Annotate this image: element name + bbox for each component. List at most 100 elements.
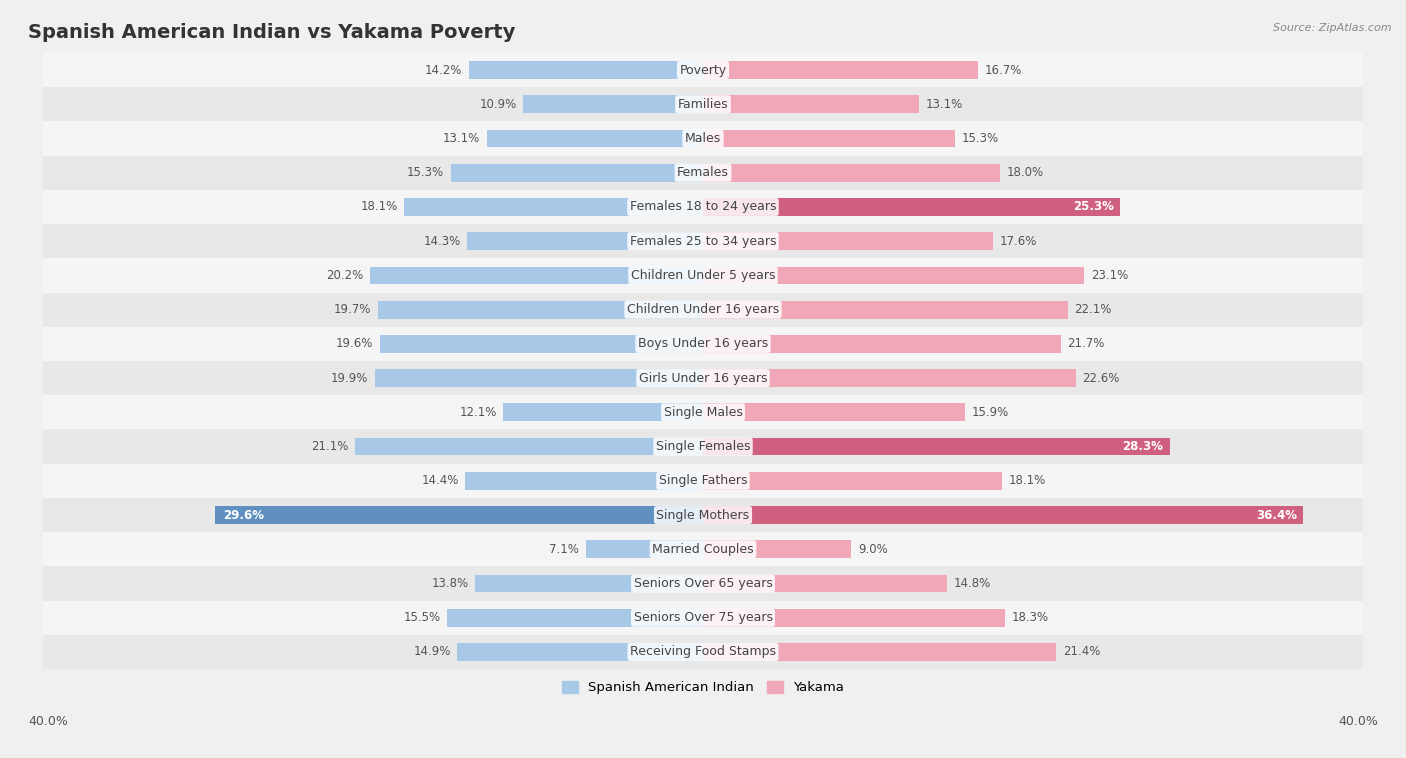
- Text: Poverty: Poverty: [679, 64, 727, 77]
- Bar: [703, 267, 1084, 284]
- Bar: [703, 301, 1067, 318]
- Text: Girls Under 16 years: Girls Under 16 years: [638, 371, 768, 384]
- Bar: [703, 575, 948, 593]
- Bar: [44, 532, 1362, 566]
- Bar: [475, 575, 703, 593]
- Text: 21.1%: 21.1%: [311, 440, 349, 453]
- Text: Boys Under 16 years: Boys Under 16 years: [638, 337, 768, 350]
- Bar: [370, 267, 703, 284]
- Text: Seniors Over 75 years: Seniors Over 75 years: [634, 611, 772, 625]
- Text: 14.3%: 14.3%: [423, 235, 461, 248]
- Text: 18.1%: 18.1%: [1008, 475, 1046, 487]
- Text: Single Males: Single Males: [664, 406, 742, 419]
- Bar: [44, 498, 1362, 532]
- Bar: [44, 258, 1362, 293]
- Text: 40.0%: 40.0%: [28, 715, 67, 728]
- Text: 29.6%: 29.6%: [224, 509, 264, 522]
- Bar: [703, 369, 1076, 387]
- Text: 14.4%: 14.4%: [422, 475, 458, 487]
- Bar: [354, 437, 703, 456]
- Text: Females 25 to 34 years: Females 25 to 34 years: [630, 235, 776, 248]
- Text: Children Under 5 years: Children Under 5 years: [631, 269, 775, 282]
- Text: 19.9%: 19.9%: [330, 371, 368, 384]
- Bar: [215, 506, 703, 524]
- Text: 9.0%: 9.0%: [858, 543, 887, 556]
- Text: 21.4%: 21.4%: [1063, 646, 1099, 659]
- Bar: [44, 190, 1362, 224]
- Text: 22.1%: 22.1%: [1074, 303, 1112, 316]
- Text: Spanish American Indian vs Yakama Poverty: Spanish American Indian vs Yakama Povert…: [28, 23, 516, 42]
- Text: 15.3%: 15.3%: [406, 166, 444, 179]
- Text: 15.5%: 15.5%: [404, 611, 440, 625]
- Text: 10.9%: 10.9%: [479, 98, 516, 111]
- Bar: [486, 130, 703, 147]
- Bar: [703, 61, 979, 79]
- Text: 19.7%: 19.7%: [335, 303, 371, 316]
- Text: 22.6%: 22.6%: [1083, 371, 1119, 384]
- Text: 7.1%: 7.1%: [550, 543, 579, 556]
- Text: Families: Families: [678, 98, 728, 111]
- Bar: [468, 61, 703, 79]
- Text: 14.9%: 14.9%: [413, 646, 450, 659]
- Bar: [44, 327, 1362, 361]
- Bar: [703, 130, 956, 147]
- Text: Single Females: Single Females: [655, 440, 751, 453]
- Bar: [467, 232, 703, 250]
- Bar: [703, 335, 1062, 352]
- Text: Children Under 16 years: Children Under 16 years: [627, 303, 779, 316]
- Text: Females: Females: [678, 166, 728, 179]
- Bar: [378, 301, 703, 318]
- Text: Single Mothers: Single Mothers: [657, 509, 749, 522]
- Text: 36.4%: 36.4%: [1256, 509, 1296, 522]
- Text: 20.2%: 20.2%: [326, 269, 363, 282]
- Bar: [703, 198, 1121, 216]
- Text: 17.6%: 17.6%: [1000, 235, 1038, 248]
- Text: 14.2%: 14.2%: [425, 64, 463, 77]
- Text: 18.3%: 18.3%: [1011, 611, 1049, 625]
- Text: 23.1%: 23.1%: [1091, 269, 1128, 282]
- Bar: [703, 232, 994, 250]
- Text: 16.7%: 16.7%: [986, 64, 1022, 77]
- Bar: [703, 540, 852, 558]
- Bar: [586, 540, 703, 558]
- Text: 18.1%: 18.1%: [360, 200, 398, 214]
- Bar: [503, 403, 703, 421]
- Text: Single Fathers: Single Fathers: [659, 475, 747, 487]
- Text: Receiving Food Stamps: Receiving Food Stamps: [630, 646, 776, 659]
- Bar: [44, 600, 1362, 635]
- Text: Married Couples: Married Couples: [652, 543, 754, 556]
- Bar: [405, 198, 703, 216]
- Text: 15.9%: 15.9%: [972, 406, 1010, 419]
- Text: 14.8%: 14.8%: [953, 577, 991, 590]
- Text: Source: ZipAtlas.com: Source: ZipAtlas.com: [1274, 23, 1392, 33]
- Bar: [380, 335, 703, 352]
- Bar: [44, 566, 1362, 600]
- Bar: [703, 609, 1005, 627]
- Text: 28.3%: 28.3%: [1122, 440, 1163, 453]
- Text: 15.3%: 15.3%: [962, 132, 1000, 145]
- Bar: [457, 643, 703, 661]
- Bar: [44, 155, 1362, 190]
- Bar: [703, 403, 966, 421]
- Bar: [44, 395, 1362, 430]
- Bar: [703, 96, 920, 113]
- Text: 19.6%: 19.6%: [336, 337, 373, 350]
- Bar: [465, 472, 703, 490]
- Text: Males: Males: [685, 132, 721, 145]
- Text: 25.3%: 25.3%: [1073, 200, 1114, 214]
- Bar: [447, 609, 703, 627]
- Bar: [703, 472, 1001, 490]
- Text: 18.0%: 18.0%: [1007, 166, 1043, 179]
- Bar: [44, 464, 1362, 498]
- Text: 40.0%: 40.0%: [1339, 715, 1378, 728]
- Bar: [703, 506, 1303, 524]
- Text: 12.1%: 12.1%: [460, 406, 496, 419]
- Bar: [44, 430, 1362, 464]
- Bar: [703, 643, 1056, 661]
- Bar: [703, 164, 1000, 182]
- Text: 13.8%: 13.8%: [432, 577, 468, 590]
- Text: 13.1%: 13.1%: [443, 132, 481, 145]
- Bar: [44, 361, 1362, 395]
- Bar: [703, 437, 1170, 456]
- Text: Females 18 to 24 years: Females 18 to 24 years: [630, 200, 776, 214]
